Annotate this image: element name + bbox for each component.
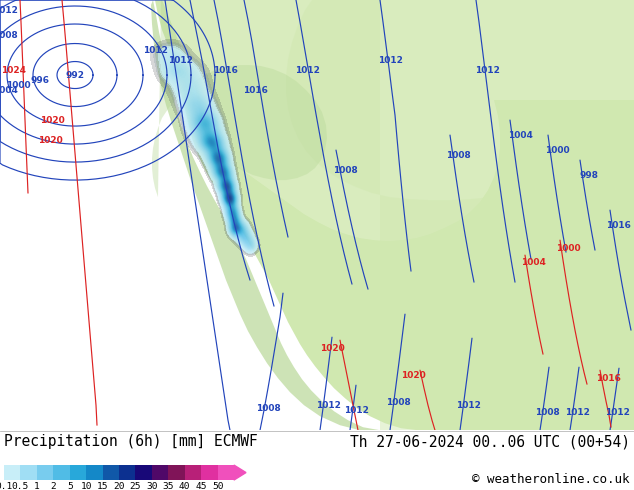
Text: 1004: 1004 xyxy=(521,258,545,267)
Polygon shape xyxy=(155,0,634,430)
Text: 1008: 1008 xyxy=(534,408,559,416)
Polygon shape xyxy=(286,0,634,430)
Bar xyxy=(184,465,201,480)
Text: 1004: 1004 xyxy=(508,130,533,140)
Text: 1: 1 xyxy=(34,482,40,490)
Text: 1012: 1012 xyxy=(378,55,403,65)
Text: 1024: 1024 xyxy=(1,66,27,74)
Text: 1012: 1012 xyxy=(605,408,630,416)
Polygon shape xyxy=(234,465,246,480)
Text: 0.5: 0.5 xyxy=(12,482,29,490)
Polygon shape xyxy=(162,0,634,241)
Bar xyxy=(37,465,53,480)
Bar xyxy=(53,465,70,480)
Text: 1004: 1004 xyxy=(0,86,18,95)
Text: 1008: 1008 xyxy=(333,166,358,174)
Text: 1012: 1012 xyxy=(0,5,18,15)
Text: 1012: 1012 xyxy=(475,66,500,74)
Text: 35: 35 xyxy=(162,482,174,490)
Text: 1020: 1020 xyxy=(320,343,344,353)
Text: 1000: 1000 xyxy=(6,80,30,90)
Text: 15: 15 xyxy=(97,482,108,490)
Text: 1016: 1016 xyxy=(212,66,238,74)
Text: 0.1: 0.1 xyxy=(0,482,13,490)
Text: 1016: 1016 xyxy=(595,374,621,383)
Bar xyxy=(217,465,234,480)
Text: 1020: 1020 xyxy=(37,136,62,145)
Text: Th 27-06-2024 00..06 UTC (00+54): Th 27-06-2024 00..06 UTC (00+54) xyxy=(350,434,630,449)
Text: 1008: 1008 xyxy=(256,404,280,413)
Polygon shape xyxy=(151,0,380,430)
Bar xyxy=(86,465,103,480)
Text: 1012: 1012 xyxy=(564,408,590,416)
Bar xyxy=(4,465,20,480)
Text: 1012: 1012 xyxy=(295,66,320,74)
Bar xyxy=(201,465,217,480)
Text: 1008: 1008 xyxy=(446,150,470,160)
Text: 1000: 1000 xyxy=(545,146,569,154)
Text: 1008: 1008 xyxy=(385,398,410,407)
Text: Precipitation (6h) [mm] ECMWF: Precipitation (6h) [mm] ECMWF xyxy=(4,434,258,449)
Text: 998: 998 xyxy=(579,171,598,180)
Text: 25: 25 xyxy=(130,482,141,490)
Bar xyxy=(152,465,168,480)
Text: 40: 40 xyxy=(179,482,190,490)
Bar xyxy=(119,465,136,480)
Text: 2: 2 xyxy=(51,482,56,490)
Text: 30: 30 xyxy=(146,482,158,490)
Text: 1020: 1020 xyxy=(39,116,65,124)
Text: 1008: 1008 xyxy=(0,30,17,40)
Text: 996: 996 xyxy=(30,75,49,85)
Text: 1012: 1012 xyxy=(167,55,193,65)
Text: 1000: 1000 xyxy=(555,244,580,253)
Text: 1020: 1020 xyxy=(401,371,425,380)
Polygon shape xyxy=(152,0,327,197)
Text: © weatheronline.co.uk: © weatheronline.co.uk xyxy=(472,473,630,486)
Bar xyxy=(70,465,86,480)
Text: 1012: 1012 xyxy=(316,401,340,410)
Text: 45: 45 xyxy=(195,482,207,490)
Text: 50: 50 xyxy=(212,482,223,490)
Bar xyxy=(136,465,152,480)
Text: 1012: 1012 xyxy=(344,406,368,415)
Bar xyxy=(168,465,184,480)
Text: 1012: 1012 xyxy=(456,401,481,410)
Text: 1016: 1016 xyxy=(243,86,268,95)
Bar xyxy=(103,465,119,480)
Text: 992: 992 xyxy=(65,71,84,79)
Text: 5: 5 xyxy=(67,482,72,490)
Bar xyxy=(20,465,37,480)
Text: 10: 10 xyxy=(81,482,92,490)
Text: 1016: 1016 xyxy=(605,220,630,230)
Text: 20: 20 xyxy=(113,482,125,490)
Text: 1012: 1012 xyxy=(143,46,167,54)
